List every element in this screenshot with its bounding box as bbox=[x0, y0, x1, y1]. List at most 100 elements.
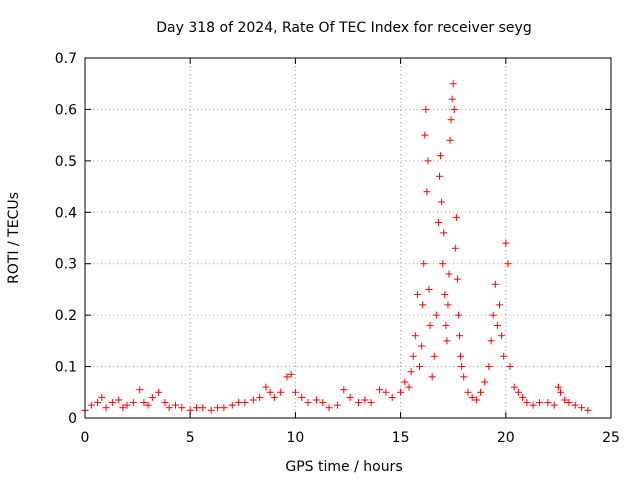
grid-lines bbox=[85, 58, 611, 418]
data-point bbox=[489, 311, 497, 319]
data-point bbox=[411, 332, 419, 340]
data-point bbox=[502, 239, 510, 247]
data-point bbox=[199, 404, 207, 412]
data-point bbox=[430, 352, 438, 360]
x-tick-label: 5 bbox=[186, 430, 195, 446]
data-point bbox=[325, 404, 333, 412]
data-point bbox=[388, 393, 396, 401]
data-point bbox=[584, 406, 592, 414]
data-point bbox=[437, 152, 445, 160]
data-point bbox=[472, 396, 480, 404]
x-tick-label: 10 bbox=[286, 430, 304, 446]
chart-title: Day 318 of 2024, Rate Of TEC Index for r… bbox=[156, 20, 531, 36]
data-point bbox=[453, 275, 461, 283]
data-point bbox=[108, 399, 116, 407]
data-point bbox=[340, 386, 348, 394]
y-tick-label: 0.3 bbox=[55, 257, 77, 273]
y-tick-labels: 0 0.1 0.2 0.3 0.4 0.5 0.6 0.7 bbox=[55, 51, 77, 427]
data-point bbox=[262, 383, 270, 391]
data-point bbox=[487, 337, 495, 345]
y-axis-label: ROTI / TECUs bbox=[6, 192, 22, 284]
data-point bbox=[87, 401, 95, 409]
data-point bbox=[241, 399, 249, 407]
data-point bbox=[420, 260, 428, 268]
data-point bbox=[438, 198, 446, 206]
data-point bbox=[514, 388, 522, 396]
data-point bbox=[256, 393, 264, 401]
data-points bbox=[81, 80, 592, 414]
data-point bbox=[442, 321, 450, 329]
data-point bbox=[155, 388, 163, 396]
data-point bbox=[519, 393, 527, 401]
data-point bbox=[423, 188, 431, 196]
data-point bbox=[424, 157, 432, 165]
data-point bbox=[448, 95, 456, 103]
data-point bbox=[220, 404, 228, 412]
data-point bbox=[523, 399, 531, 407]
data-point bbox=[468, 393, 476, 401]
data-point bbox=[312, 396, 320, 404]
data-point bbox=[544, 399, 552, 407]
data-point bbox=[456, 332, 464, 340]
data-point bbox=[450, 105, 458, 113]
data-point bbox=[493, 321, 501, 329]
data-point bbox=[346, 393, 354, 401]
data-point bbox=[550, 401, 558, 409]
data-point bbox=[485, 363, 493, 371]
data-point bbox=[207, 406, 215, 414]
data-point bbox=[119, 404, 127, 412]
data-point bbox=[571, 401, 579, 409]
data-point bbox=[495, 301, 503, 309]
data-point bbox=[413, 291, 421, 299]
data-point bbox=[102, 404, 110, 412]
data-point bbox=[123, 401, 131, 409]
data-point bbox=[440, 229, 448, 237]
data-point bbox=[416, 363, 424, 371]
data-point bbox=[165, 404, 173, 412]
data-point bbox=[419, 301, 427, 309]
data-point bbox=[447, 116, 455, 124]
data-point bbox=[500, 352, 508, 360]
data-point bbox=[319, 399, 327, 407]
data-point bbox=[449, 80, 457, 88]
data-point bbox=[409, 352, 417, 360]
data-point bbox=[140, 399, 148, 407]
data-point bbox=[407, 368, 415, 376]
data-point bbox=[561, 396, 569, 404]
data-point bbox=[270, 393, 278, 401]
data-point bbox=[94, 399, 102, 407]
y-tick-label: 0 bbox=[68, 411, 77, 427]
data-point bbox=[144, 401, 152, 409]
data-point bbox=[228, 401, 236, 409]
data-point bbox=[554, 383, 562, 391]
data-point bbox=[454, 311, 462, 319]
data-point bbox=[382, 388, 390, 396]
data-point bbox=[457, 352, 465, 360]
y-tick-label: 0.5 bbox=[55, 154, 77, 170]
data-point bbox=[235, 399, 243, 407]
data-point bbox=[193, 404, 201, 412]
data-point bbox=[148, 393, 156, 401]
data-point bbox=[266, 388, 274, 396]
x-tick-label: 15 bbox=[392, 430, 410, 446]
data-point bbox=[443, 337, 451, 345]
data-point bbox=[535, 399, 543, 407]
data-point bbox=[458, 363, 466, 371]
data-point bbox=[529, 401, 537, 409]
data-point bbox=[481, 378, 489, 386]
axis-ticks bbox=[84, 57, 612, 419]
data-point bbox=[178, 404, 186, 412]
data-point bbox=[452, 213, 460, 221]
data-point bbox=[161, 399, 169, 407]
data-point bbox=[277, 388, 285, 396]
data-point bbox=[98, 393, 106, 401]
data-point bbox=[361, 396, 369, 404]
data-point bbox=[115, 396, 123, 404]
data-point bbox=[287, 370, 295, 378]
plot-frame bbox=[84, 57, 612, 419]
data-point bbox=[249, 396, 257, 404]
y-tick-label: 0.2 bbox=[55, 308, 77, 324]
data-point bbox=[510, 383, 518, 391]
data-point bbox=[401, 378, 409, 386]
